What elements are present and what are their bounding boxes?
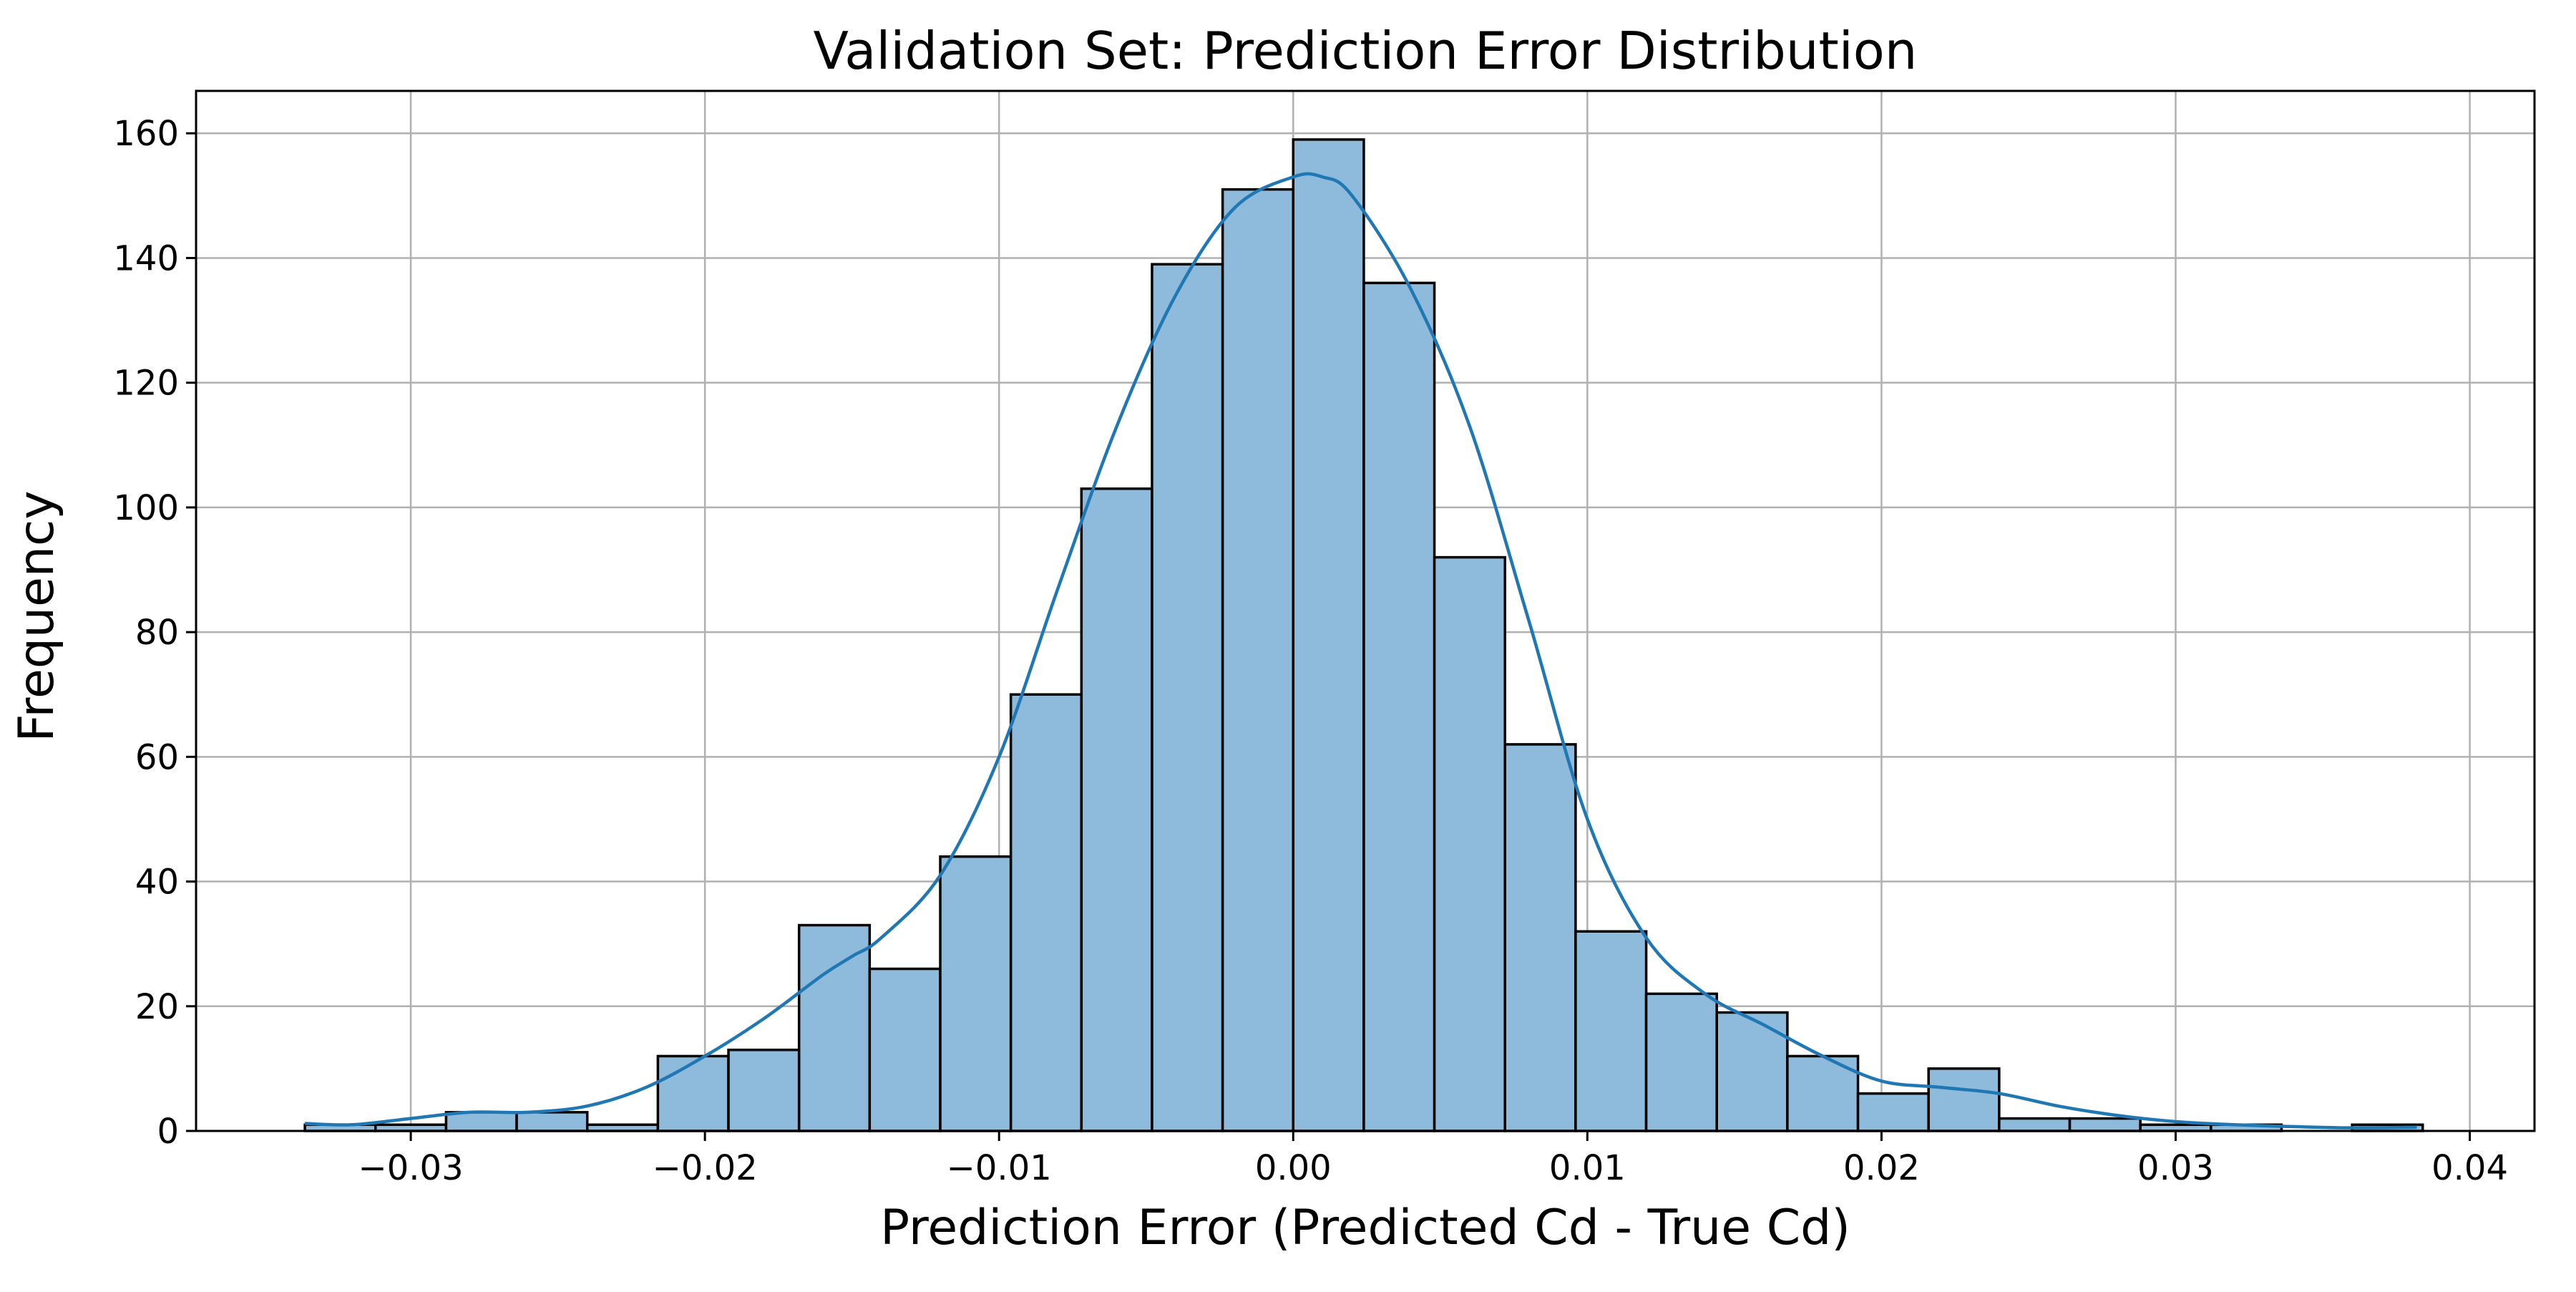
x-tick-label: 0.03 <box>2137 1148 2214 1188</box>
histogram-bar <box>1151 263 1224 1132</box>
y-tick-label: 120 <box>113 364 179 404</box>
y-tick-label: 80 <box>135 613 179 653</box>
x-tick-label: 0.00 <box>1255 1148 1332 1188</box>
x-axis-title: Prediction Error (Predicted Cd - True Cd… <box>880 1200 1850 1256</box>
histogram-bar <box>1221 188 1295 1132</box>
y-tick-label: 40 <box>135 863 179 903</box>
histogram-bar <box>939 855 1013 1132</box>
plot-frame <box>195 89 2536 1132</box>
histogram-bar <box>1644 992 1718 1132</box>
histogram-bar <box>1503 743 1577 1132</box>
y-tick-label: 160 <box>113 114 179 154</box>
y-tick-label: 0 <box>157 1112 179 1152</box>
histogram-bar <box>1292 138 1365 1132</box>
histogram-bar <box>515 1111 589 1132</box>
histogram-bar <box>797 923 872 1132</box>
y-tick-label: 100 <box>113 488 179 528</box>
histogram-bar <box>1080 487 1153 1132</box>
histogram-bar <box>727 1049 801 1132</box>
histogram-bar <box>1433 555 1507 1132</box>
kde-curve <box>305 172 2417 1130</box>
histogram-bar <box>1856 1092 1930 1132</box>
histogram-bar <box>656 1054 730 1132</box>
x-tick-label: −0.02 <box>653 1148 758 1188</box>
histogram-bar <box>1927 1067 2001 1132</box>
y-tick-label: 140 <box>113 238 179 278</box>
histogram-bar <box>2068 1117 2142 1132</box>
bars-layer <box>303 138 2424 1132</box>
histogram-bar <box>868 967 942 1132</box>
chart-title: Validation Set: Prediction Error Distrib… <box>814 21 1918 81</box>
x-axis-ticks: −0.03 −0.02 −0.01 0.00 0.01 0.02 0.03 0.04 <box>358 1131 2508 1188</box>
y-tick-label: 20 <box>135 987 179 1027</box>
x-tick-label: 0.01 <box>1549 1148 1626 1188</box>
x-tick-label: −0.01 <box>947 1148 1052 1188</box>
y-axis-title: Frequency <box>9 490 65 742</box>
kde-layer <box>305 172 2417 1130</box>
histogram-bar <box>1009 693 1083 1132</box>
histogram-bar <box>1998 1117 2072 1132</box>
x-tick-label: 0.02 <box>1843 1148 1920 1188</box>
x-tick-label: 0.04 <box>2431 1148 2508 1188</box>
y-axis-ticks: 0 20 40 60 80 100 120 140 160 <box>113 114 196 1152</box>
histogram-bar <box>444 1111 518 1132</box>
histogram-bar <box>1574 930 1648 1132</box>
x-tick-label: −0.03 <box>358 1148 464 1188</box>
y-tick-label: 60 <box>135 737 179 777</box>
histogram-bar <box>1362 281 1436 1132</box>
